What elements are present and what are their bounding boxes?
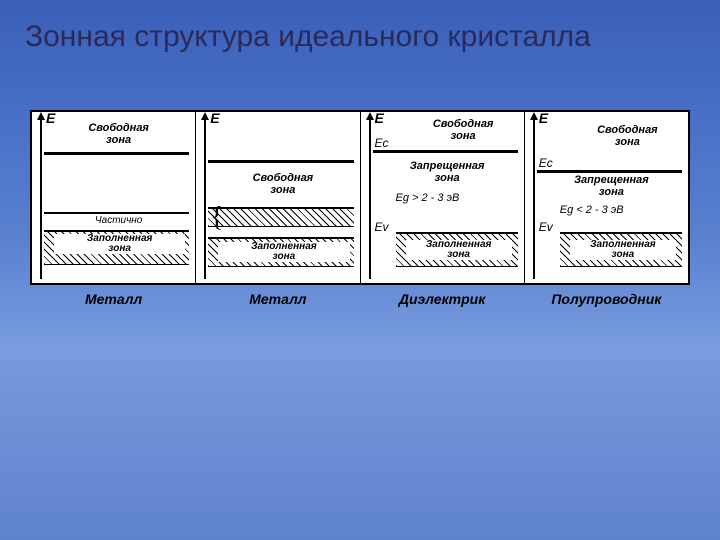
ev-label: Ev <box>375 220 389 234</box>
ec-label: Eс <box>539 156 553 170</box>
y-axis <box>533 116 535 279</box>
filled-zone-label: Заполненнаязона <box>570 240 676 260</box>
filled-zone-label: Заполненнаязона <box>54 234 185 254</box>
band-diagram: E Свободнаязона Частично Заполненнаязона… <box>30 110 690 285</box>
ev-label: Ev <box>539 220 553 234</box>
brace-icon: { <box>210 202 223 234</box>
band-line <box>44 152 189 155</box>
partial-label: Частично <box>50 216 187 226</box>
ec-line <box>537 170 682 173</box>
hatched-overlap <box>208 207 353 227</box>
axis-arrow-icon <box>37 112 45 120</box>
material-label: Металл <box>196 291 359 307</box>
free-zone-label: Свободнаязона <box>575 124 680 148</box>
bandgap-formula: Eg < 2 - 3 эВ <box>560 204 624 216</box>
background-wave <box>0 360 720 540</box>
band-line <box>44 212 189 214</box>
panel-metal-2: E Свободнаязона { Заполненнаязона Металл <box>196 112 360 283</box>
free-zone-label: Свободнаязона <box>411 118 516 142</box>
material-label: Полупроводник <box>525 291 688 307</box>
free-zone-label: Свободнаязона <box>50 122 187 146</box>
y-axis <box>369 116 371 279</box>
forbidden-zone-label: Запрещеннаязона <box>379 160 516 184</box>
panel-metal-1: E Свободнаязона Частично Заполненнаязона… <box>32 112 196 283</box>
forbidden-zone-label: Запрещеннаязона <box>543 174 680 198</box>
panel-semiconductor: E Свободнаязона Eс Запрещеннаязона Eg < … <box>525 112 688 283</box>
ec-line <box>373 150 518 153</box>
material-label: Диэлектрик <box>361 291 524 307</box>
filled-zone-label: Заполненнаязона <box>406 240 512 260</box>
free-zone-label: Свободнаязона <box>214 172 351 196</box>
bandgap-formula: Eg > 2 - 3 эВ <box>396 192 460 204</box>
panel-dielectric: E Свободнаязона Eс Запрещеннаязона Eg > … <box>361 112 525 283</box>
axis-arrow-icon <box>201 112 209 120</box>
y-axis <box>204 116 206 279</box>
material-label: Металл <box>32 291 195 307</box>
axis-arrow-icon <box>530 112 538 120</box>
y-axis <box>40 116 42 279</box>
band-line <box>208 160 353 163</box>
axis-label-e: E <box>539 110 548 126</box>
slide-title: Зонная структура идеального кристалла <box>25 20 591 54</box>
ec-label: Eс <box>375 136 389 150</box>
axis-label-e: E <box>210 110 219 126</box>
filled-zone-label: Заполненнаязона <box>218 242 349 262</box>
axis-label-e: E <box>375 110 384 126</box>
axis-arrow-icon <box>366 112 374 120</box>
